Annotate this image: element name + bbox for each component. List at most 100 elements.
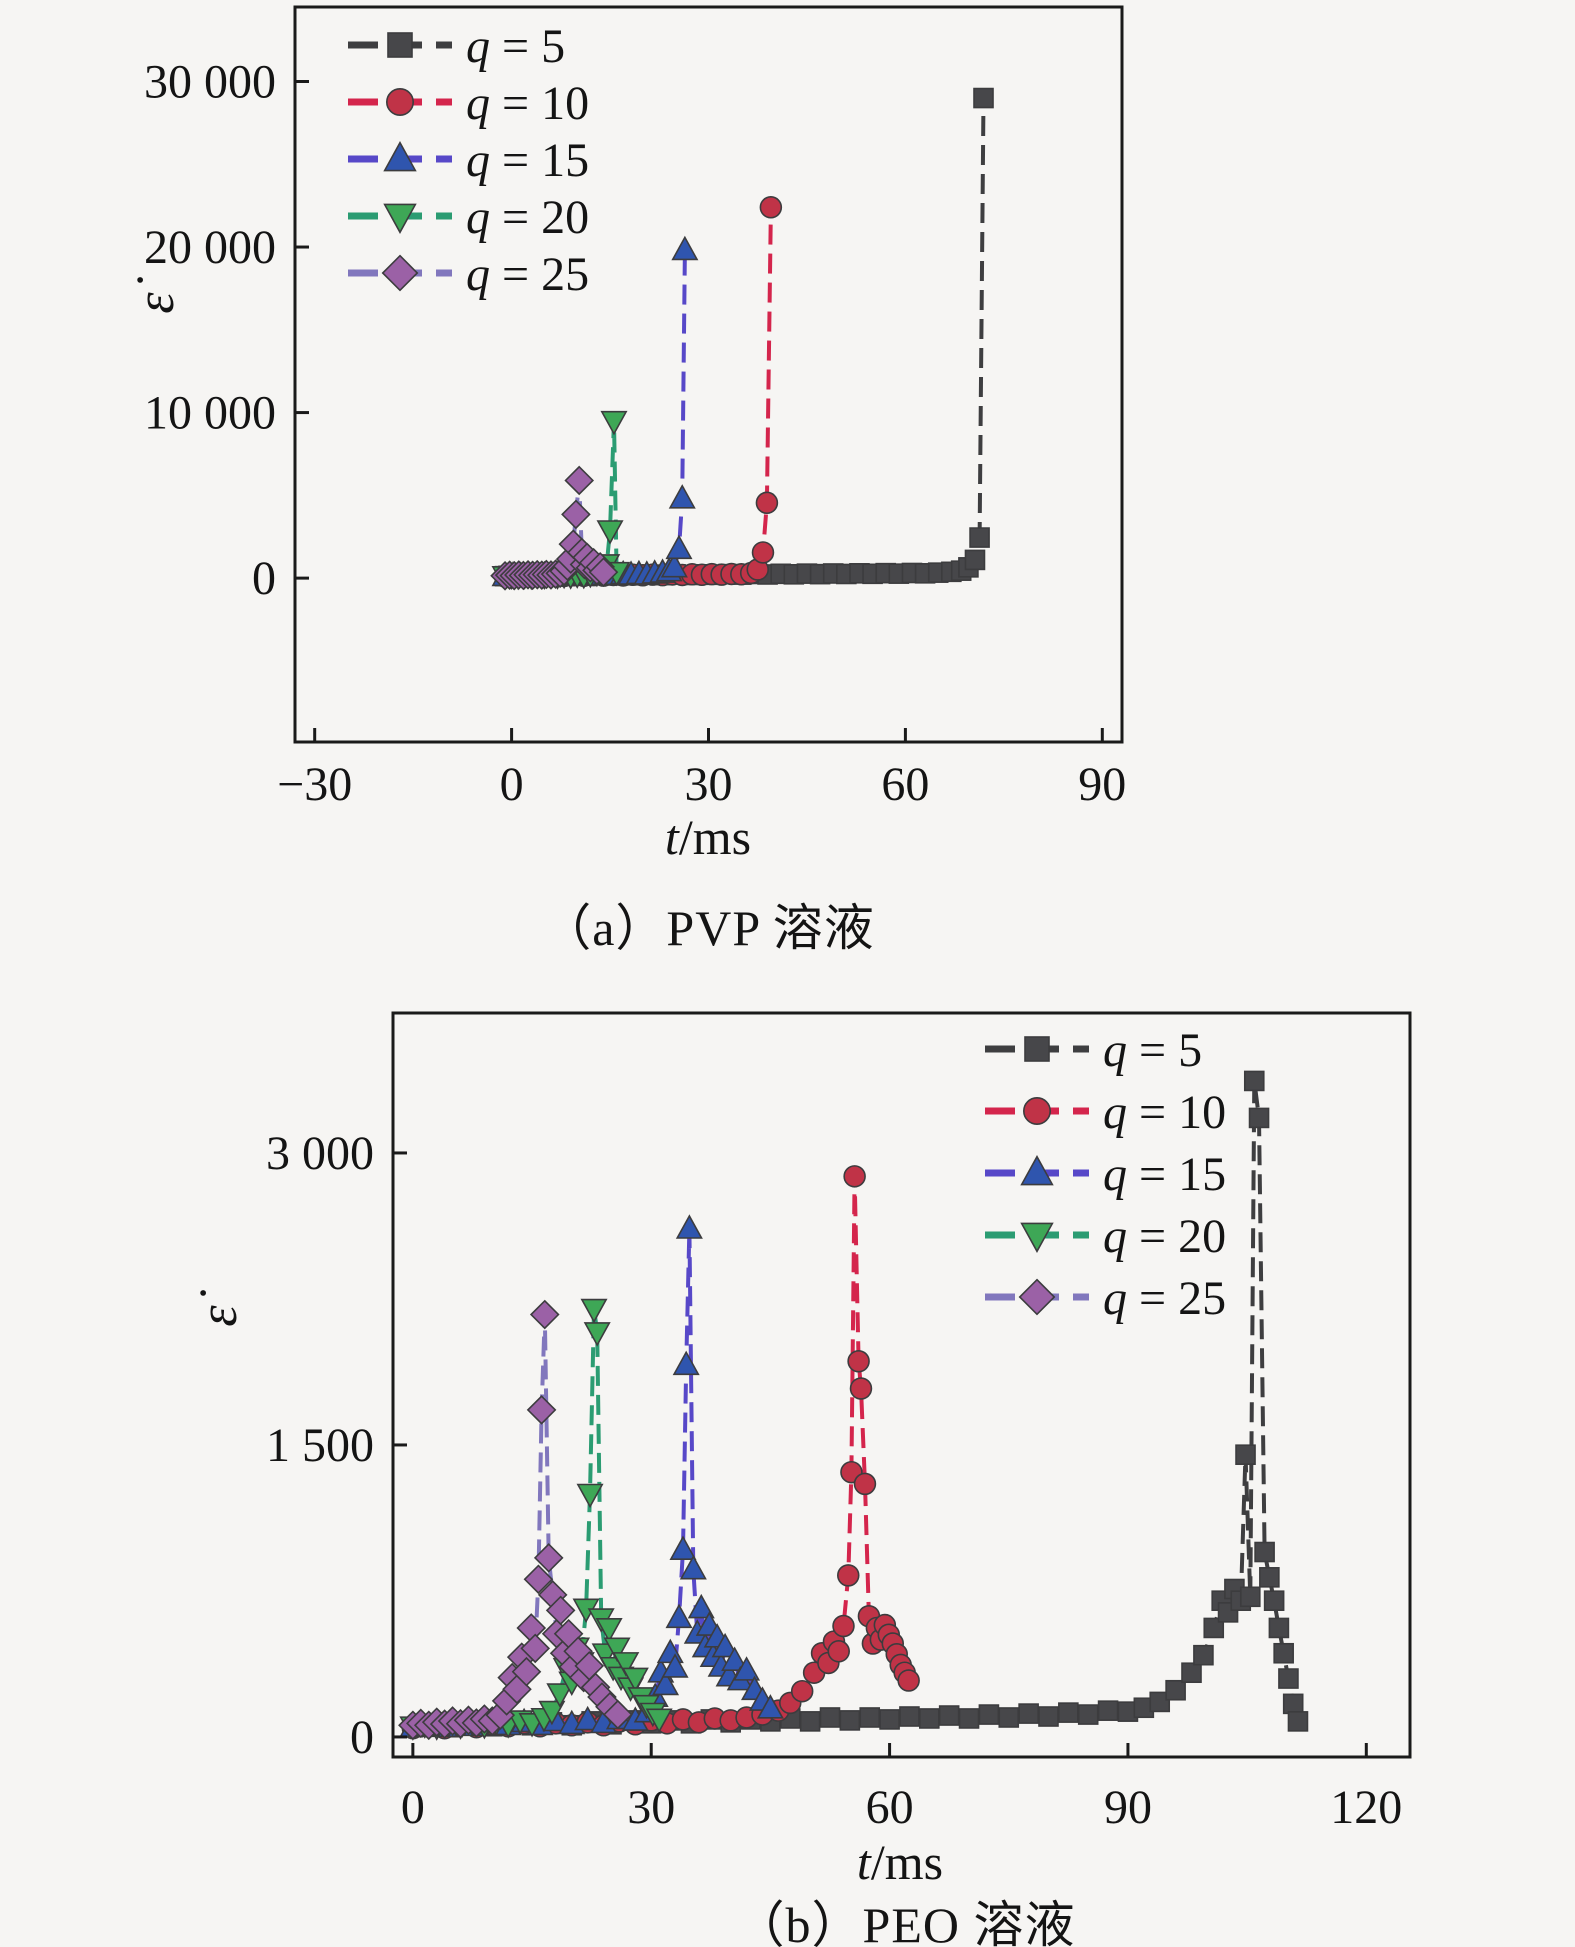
- y-axis-label-a: ε̇: [125, 292, 185, 314]
- x-tick-label: 60: [881, 758, 929, 811]
- triangle-down-marker: [621, 1667, 649, 1693]
- triangle-up-marker: [711, 1632, 739, 1658]
- triangle-down-marker: [538, 1700, 566, 1726]
- figure-caption-b: （b）PEO 溶液: [734, 1897, 1076, 1947]
- triangle-up-marker: [721, 1646, 749, 1671]
- triangle-down-marker: [583, 1322, 611, 1347]
- diamond-marker: [564, 465, 595, 496]
- square-marker: [1282, 1693, 1304, 1715]
- triangle-up-marker: [675, 1214, 703, 1239]
- square-marker: [978, 1704, 1000, 1725]
- diamond-marker: [520, 1633, 551, 1664]
- square-marker: [1239, 1586, 1261, 1608]
- square-marker: [1018, 1703, 1039, 1724]
- square-marker: [859, 1707, 881, 1728]
- triangle-up-marker: [669, 1535, 697, 1560]
- circle-marker: [832, 1614, 855, 1638]
- triangle-up-marker: [665, 1603, 693, 1629]
- legend: q = 5q = 10q = 15q = 20q = 25: [985, 1024, 1226, 1325]
- x-tick-label: 0: [401, 1781, 425, 1834]
- diamond-marker: [588, 557, 619, 587]
- diamond-marker: [1018, 1278, 1056, 1316]
- y-axis-label-b: ε̇: [188, 1305, 248, 1327]
- y-tick-label: 20 000: [144, 221, 276, 274]
- legend-label: q = 15: [1103, 1148, 1226, 1201]
- y-tick-label: 0: [350, 1711, 374, 1764]
- x-axis-title-a: t/ms: [558, 808, 858, 866]
- square-marker: [1235, 1444, 1256, 1465]
- diamond-marker: [533, 1543, 564, 1573]
- x-axis-title-b: t/ms: [750, 1833, 1050, 1891]
- diamond-marker: [545, 1595, 576, 1626]
- triangle-up-marker: [1020, 1155, 1054, 1186]
- circle-marker: [843, 1165, 866, 1188]
- triangle-up-marker: [671, 235, 699, 261]
- circle-marker: [827, 1640, 850, 1663]
- triangle-up-marker: [661, 1653, 689, 1678]
- diamond-marker: [516, 1613, 547, 1643]
- square-marker: [1203, 1617, 1225, 1639]
- y-tick-label: 30 000: [144, 55, 276, 108]
- y-axis: 0 10 000 20 000 30 000: [144, 55, 309, 605]
- circle-marker: [897, 1669, 920, 1692]
- x-tick-label: 0: [500, 758, 524, 811]
- triangle-down-marker: [546, 1683, 574, 1708]
- legend: q = 5q = 10q = 15q = 20q = 25: [348, 20, 589, 301]
- square-marker: [387, 32, 413, 58]
- diamond-marker: [561, 499, 591, 530]
- square-marker: [1097, 1700, 1119, 1721]
- triangle-up-marker: [756, 1694, 784, 1719]
- circle-marker: [755, 491, 779, 515]
- legend-label: q = 25: [1103, 1272, 1226, 1325]
- square-marker: [1259, 1567, 1280, 1588]
- square-marker: [839, 1710, 861, 1731]
- legend-label: q = 10: [466, 77, 589, 130]
- y-tick-label: 1 500: [266, 1419, 374, 1472]
- chart-pvp: −30 0 30 60 90 0 10 000 20 000 30 000 q = 5q = 10…: [144, 5, 1126, 811]
- square-marker: [938, 1705, 960, 1726]
- plot-border: [391, 1011, 1412, 1759]
- legend-label: q = 10: [1103, 1086, 1226, 1139]
- triangle-down-marker: [595, 1618, 623, 1643]
- square-marker: [1248, 1107, 1270, 1129]
- circle-marker: [849, 1377, 873, 1400]
- triangle-up-marker: [652, 1670, 680, 1696]
- square-marker: [1278, 1668, 1299, 1689]
- circle-marker: [751, 541, 775, 564]
- legend-label: q = 15: [466, 134, 589, 187]
- legend-label: q = 20: [466, 191, 589, 244]
- x-axis-variable-a: t: [664, 809, 679, 865]
- x-tick-label: 120: [1330, 1781, 1402, 1834]
- circle-marker: [385, 88, 414, 117]
- square-marker: [964, 549, 986, 571]
- square-marker: [1038, 1706, 1059, 1727]
- triangle-up-marker: [668, 484, 696, 509]
- triangle-down-marker: [612, 1652, 640, 1677]
- square-marker: [1181, 1662, 1202, 1684]
- square-marker: [1165, 1679, 1186, 1701]
- series-q-25: [490, 465, 619, 591]
- square-marker: [1268, 1617, 1290, 1639]
- diamond-marker: [603, 1699, 633, 1730]
- triangle-up-marker: [733, 1656, 761, 1681]
- circle-marker: [1022, 1097, 1051, 1126]
- triangle-down-marker: [645, 1708, 673, 1734]
- triangle-up-marker: [687, 1593, 715, 1619]
- x-tick-label: 60: [866, 1781, 914, 1834]
- square-marker: [998, 1707, 1020, 1728]
- legend-label: q = 5: [466, 20, 565, 73]
- triangle-down-marker: [1020, 1222, 1054, 1253]
- y-tick-label: 3 000: [266, 1127, 374, 1180]
- triangle-up-marker: [656, 1638, 684, 1664]
- square-marker: [1287, 1711, 1309, 1732]
- diamond-marker: [381, 254, 419, 292]
- diamond-marker: [526, 1395, 557, 1425]
- figure-caption-a: （a）PVP 溶液: [541, 900, 875, 956]
- y-tick-label: 10 000: [144, 387, 276, 440]
- triangle-down-marker: [383, 203, 417, 234]
- legend-label: q = 5: [1103, 1024, 1202, 1077]
- square-marker: [1273, 1642, 1294, 1664]
